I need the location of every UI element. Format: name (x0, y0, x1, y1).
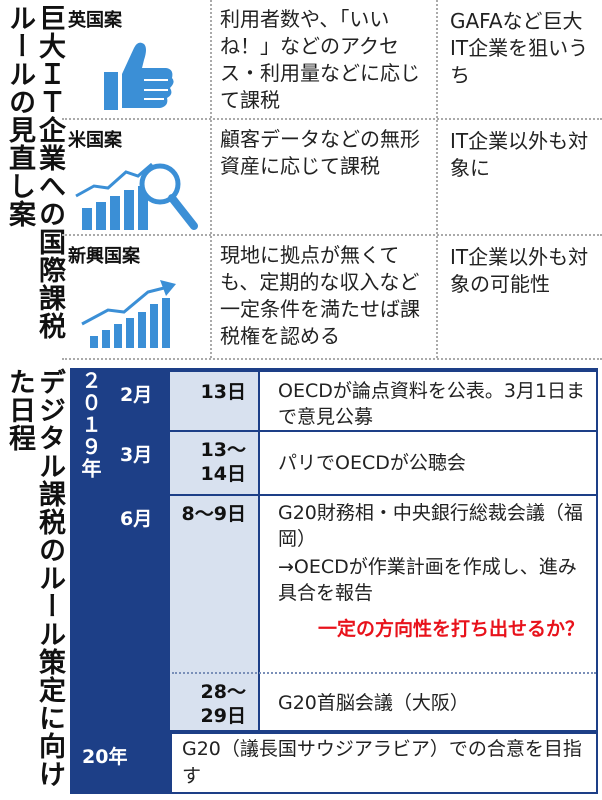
proposal-label: 米国案 (68, 130, 122, 151)
schedule-day: 13～14日 (200, 439, 246, 485)
schedule-month: 2月 (120, 384, 153, 406)
thumbs-up-icon (104, 42, 174, 110)
schedule-event: パリでOECDが公聴会 (278, 452, 466, 474)
schedule-year: ２０１９年 (78, 370, 102, 480)
proposal-description: 利用者数や、「いいね！」などのアクセス・利用量などに応じて課税 (210, 0, 438, 118)
row-divider (108, 494, 598, 496)
rising-bars-icon (81, 280, 176, 348)
title-bottom: デジタル課税のルール策定に向けた日程 (4, 368, 65, 788)
proposal-label: 新興国案 (68, 246, 140, 267)
schedule-event-followup: →OECDが作業計画を作成し、進み具合を報告 (278, 556, 577, 604)
schedule-event: G20財務相・中央銀行総裁会議（福岡） (278, 502, 583, 550)
proposal-description: 現地に拠点が無くても、定期的な収入など一定条件を満たせば課税権を認める (210, 236, 438, 358)
day-column (170, 372, 258, 730)
final-event-cell (172, 734, 596, 792)
schedule-event: G20首脳会議（大阪） (278, 692, 469, 714)
proposal-label: 英国案 (68, 10, 122, 31)
proposal-row-uk: 英国案 利用者数や、「いいね！」などのアクセス・利用量などに応じて課税 GAFA… (62, 0, 602, 120)
schedule-final-event: G20（議長国サウジアラビア）での合意を目指す (182, 738, 582, 787)
row-divider (108, 430, 598, 432)
schedule-month: 6月 (120, 508, 153, 530)
schedule-month: 3月 (120, 444, 153, 466)
row-divider-dashed (172, 672, 596, 674)
proposal-target: GAFAなど巨大IT企業を狙いうち (450, 9, 589, 87)
schedule-event-highlight: 一定の方向性を打ち出せるか？ (318, 618, 585, 640)
schedule-event: OECDが論点資料を公表。3月1日まで意見公募 (278, 380, 586, 428)
proposal-target: IT企業以外も対象の可能性 (450, 245, 589, 296)
title-top: 巨大ＩＴ企業への国際課税ルールの見直し案 (4, 4, 65, 340)
chart-magnifier-icon (75, 162, 198, 230)
schedule-final-year: 20年 (82, 746, 128, 768)
schedule-day: 8～9日 (181, 503, 246, 525)
proposal-row-emerging: 新興国案 現地に拠点が無くても、定期的な収入など一定条件を満たせば課税権を認める… (62, 236, 602, 360)
proposal-target: IT企業以外も対象に (450, 129, 589, 180)
schedule-day: 28～29日 (200, 681, 246, 727)
proposal-row-us: 米国案 顧客データなどの無形資産に応じて課税 IT企業以外も対象に (62, 120, 602, 236)
schedule-day: 13日 (200, 381, 246, 403)
proposal-description: 顧客データなどの無形資産に応じて課税 (210, 120, 438, 234)
